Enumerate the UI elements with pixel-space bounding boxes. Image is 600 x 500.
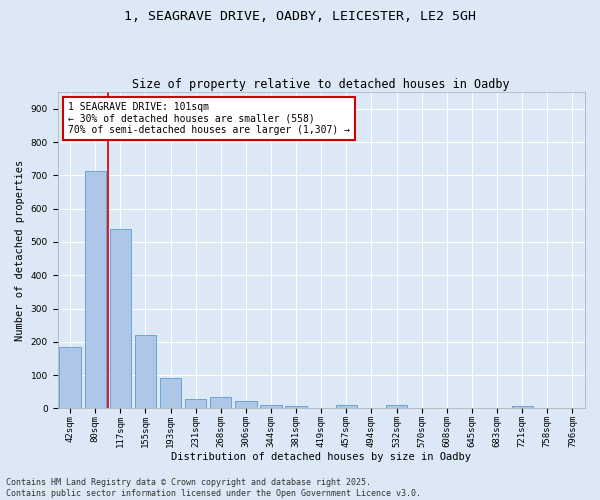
Y-axis label: Number of detached properties: Number of detached properties bbox=[15, 160, 25, 341]
Bar bbox=[336, 405, 357, 408]
Text: Contains HM Land Registry data © Crown copyright and database right 2025.
Contai: Contains HM Land Registry data © Crown c… bbox=[6, 478, 421, 498]
Bar bbox=[210, 397, 232, 408]
X-axis label: Distribution of detached houses by size in Oadby: Distribution of detached houses by size … bbox=[171, 452, 471, 462]
Bar bbox=[185, 399, 206, 408]
Title: Size of property relative to detached houses in Oadby: Size of property relative to detached ho… bbox=[133, 78, 510, 91]
Bar bbox=[235, 401, 257, 408]
Bar bbox=[286, 406, 307, 408]
Bar bbox=[160, 378, 181, 408]
Bar bbox=[135, 335, 156, 408]
Bar bbox=[110, 228, 131, 408]
Bar bbox=[386, 405, 407, 408]
Bar bbox=[85, 172, 106, 408]
Text: 1, SEAGRAVE DRIVE, OADBY, LEICESTER, LE2 5GH: 1, SEAGRAVE DRIVE, OADBY, LEICESTER, LE2… bbox=[124, 10, 476, 23]
Bar bbox=[260, 405, 282, 408]
Bar bbox=[512, 406, 533, 408]
Bar bbox=[59, 347, 81, 408]
Text: 1 SEAGRAVE DRIVE: 101sqm
← 30% of detached houses are smaller (558)
70% of semi-: 1 SEAGRAVE DRIVE: 101sqm ← 30% of detach… bbox=[68, 102, 350, 135]
